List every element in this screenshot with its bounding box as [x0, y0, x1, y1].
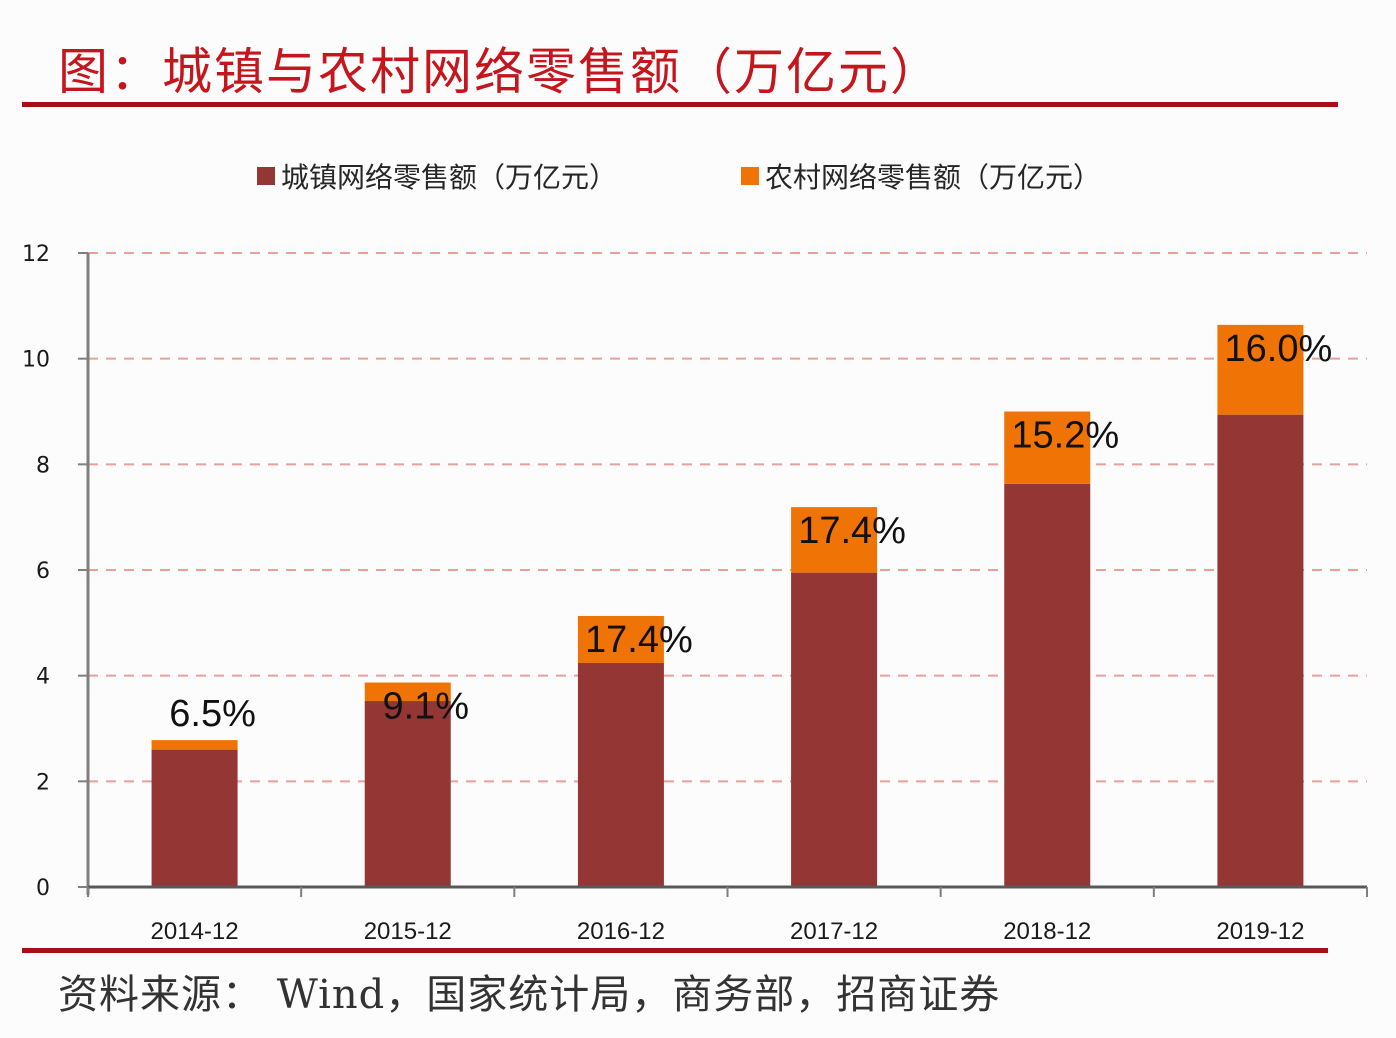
bar-rural — [364, 682, 451, 702]
y-tick-label: 0 — [36, 876, 50, 901]
x-tick-label: 2017-12 — [790, 918, 878, 945]
bar-rural — [151, 740, 238, 750]
y-tick-label: 10 — [22, 348, 50, 373]
y-tick-label: 4 — [36, 665, 50, 690]
chart-title: 图：城镇与农村网络零售额（万亿元） — [58, 43, 942, 101]
bar-urban — [364, 701, 451, 887]
data-label: 9.1% — [382, 686, 469, 728]
y-tick-label: 12 — [22, 242, 50, 267]
title-underline — [22, 102, 1338, 107]
source-note: 资料来源： Wind，国家统计局，商务部，招商证券 — [58, 972, 1001, 1018]
y-tick-label: 8 — [36, 453, 50, 478]
bar-urban — [791, 572, 878, 887]
bar-urban — [577, 662, 664, 887]
legend-item-rural: 农村网络零售额（万亿元） — [741, 156, 1101, 196]
bar-rural — [1217, 324, 1304, 415]
data-label: 17.4% — [798, 510, 906, 552]
data-label: 15.2% — [1011, 415, 1119, 457]
legend-item-urban: 城镇网络零售额（万亿元） — [257, 156, 617, 196]
x-tick-label: 2018-12 — [1003, 918, 1091, 945]
bar-urban — [1004, 483, 1091, 887]
legend-swatch-rural — [741, 167, 759, 185]
data-label: 6.5% — [169, 693, 256, 735]
legend-swatch-urban — [257, 167, 275, 185]
x-tick-label: 2016-12 — [577, 918, 665, 945]
x-tick-label: 2015-12 — [364, 918, 452, 945]
data-label: 17.4% — [585, 619, 693, 661]
legend-label-rural: 农村网络零售额（万亿元） — [765, 161, 1102, 194]
x-tick-label: 2019-12 — [1216, 918, 1304, 945]
y-tick-label: 6 — [36, 559, 50, 584]
bar-urban — [151, 749, 238, 887]
source-divider — [22, 948, 1328, 953]
bar-rural — [1004, 411, 1091, 484]
legend-label-urban: 城镇网络零售额（万亿元） — [281, 161, 618, 194]
x-tick-label: 2014-12 — [151, 918, 239, 945]
chart-legend: 城镇网络零售额（万亿元） 农村网络零售额（万亿元） — [0, 156, 1396, 196]
data-label: 16.0% — [1225, 328, 1333, 370]
bar-rural — [791, 507, 878, 573]
bar-rural — [577, 615, 664, 663]
bar-urban — [1217, 414, 1304, 887]
y-tick-label: 2 — [36, 770, 50, 795]
